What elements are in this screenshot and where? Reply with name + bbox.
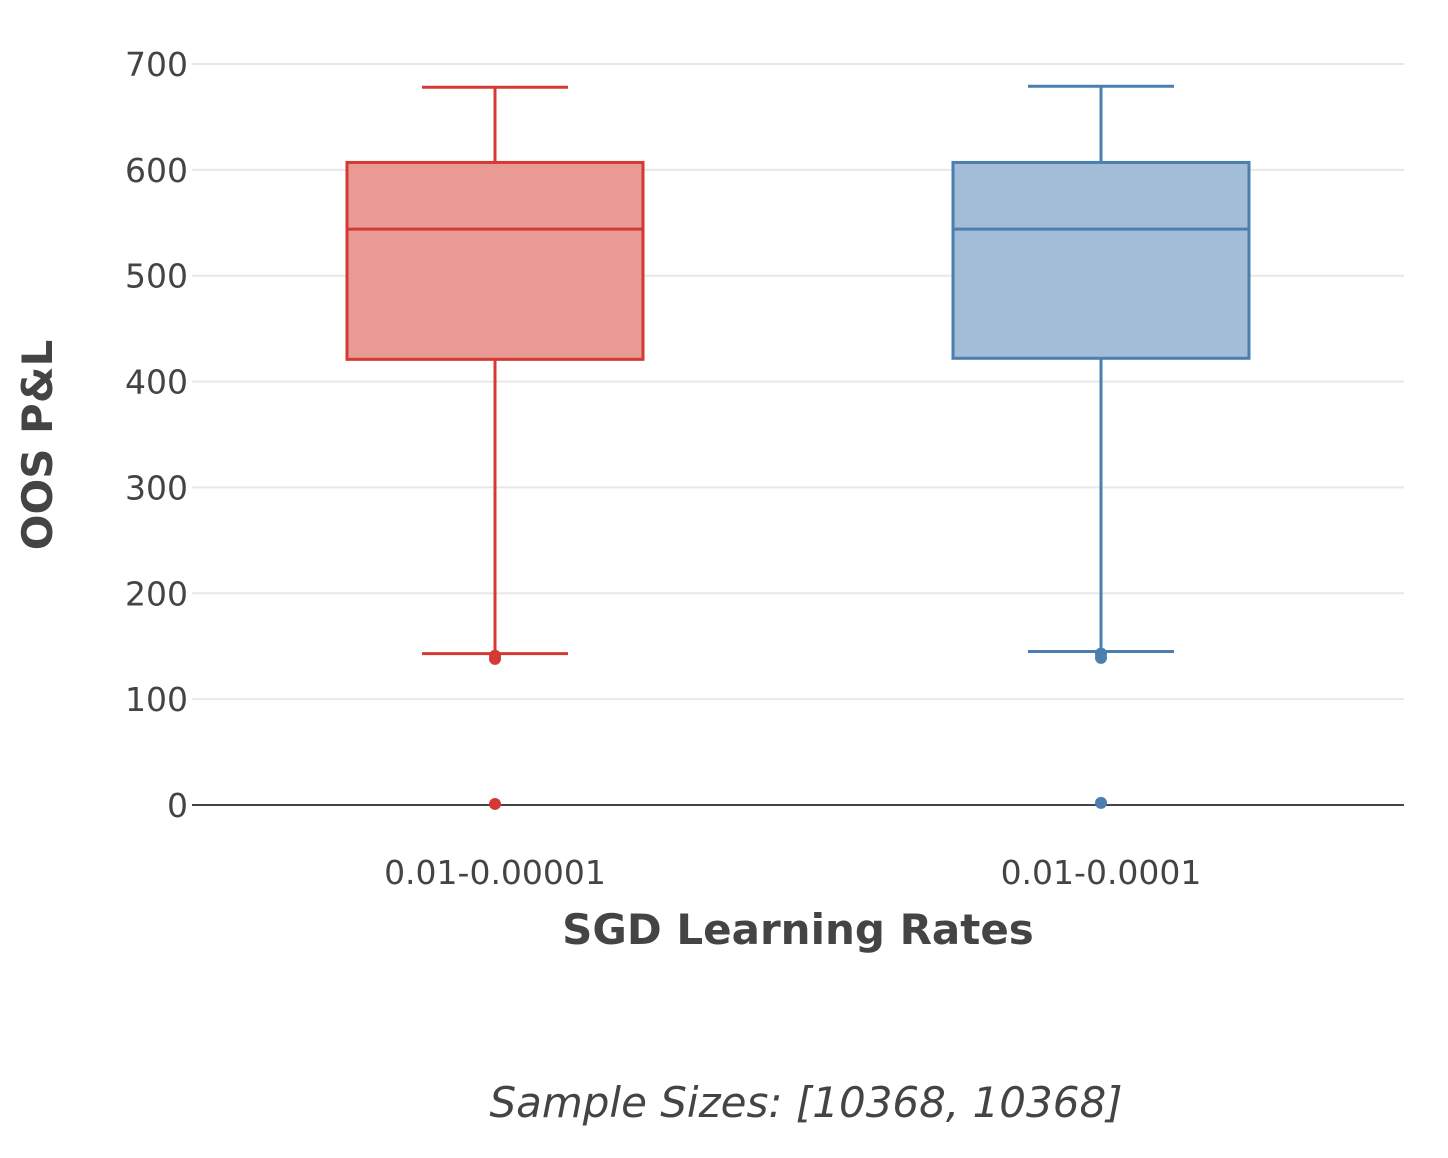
y-axis-ticks: 0 100 200 300 400 500 600 700 [125,45,188,825]
outlier-point [1095,796,1107,809]
y-axis-title: OOS P&L [13,340,62,550]
sample-sizes-note: Sample Sizes: [10368, 10368] [489,1078,1122,1127]
outlier-point [489,797,501,810]
x-axis-title: SGD Learning Rates [562,905,1034,954]
y-tick-label: 500 [125,257,188,296]
box-group [345,85,645,810]
outlier-point [1095,651,1107,664]
box-group [951,84,1251,809]
outlier-point [489,652,501,665]
x-tick-label: 0.01-0.0001 [1001,853,1202,892]
y-tick-label: 400 [125,363,188,402]
grid-lines [192,63,1404,701]
x-axis-ticks: 0.01-0.00001 0.01-0.0001 [384,853,1201,892]
y-tick-label: 700 [125,45,188,84]
y-tick-label: 300 [125,468,188,507]
y-tick-label: 200 [125,574,188,613]
boxes [345,84,1251,810]
y-tick-label: 600 [125,151,188,190]
y-tick-label: 0 [167,786,188,825]
y-tick-label: 100 [125,680,188,719]
x-tick-label: 0.01-0.00001 [384,853,606,892]
interquartile-box [345,160,645,361]
interquartile-box [951,160,1251,360]
